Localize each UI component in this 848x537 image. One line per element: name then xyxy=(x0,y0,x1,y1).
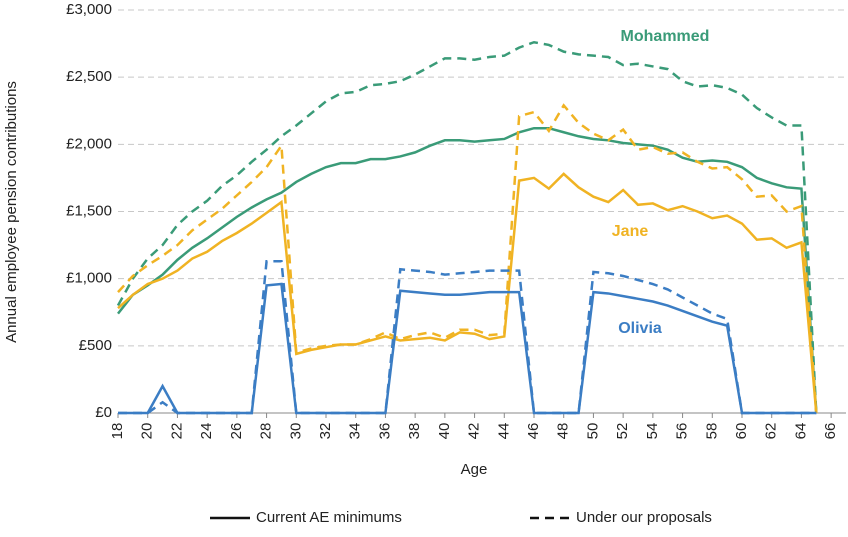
x-tick-label: 30 xyxy=(287,423,304,440)
y-tick-label: £1,000 xyxy=(66,270,112,287)
x-tick-label: 18 xyxy=(109,423,126,440)
y-tick-label: £0 xyxy=(95,404,112,421)
series-line xyxy=(118,259,817,415)
x-tick-label: 28 xyxy=(258,423,275,440)
x-tick-label: 50 xyxy=(584,423,601,440)
series-annotation: Mohammed xyxy=(621,28,710,45)
x-tick-label: 52 xyxy=(614,423,631,440)
y-tick-label: £2,000 xyxy=(66,135,112,152)
y-tick-label: £500 xyxy=(79,337,112,354)
y-tick-label: £2,500 xyxy=(66,68,112,85)
x-tick-label: 34 xyxy=(347,423,364,440)
x-tick-label: 44 xyxy=(495,423,512,440)
series-annotation: Olivia xyxy=(618,320,662,337)
y-tick-label: £3,000 xyxy=(66,1,112,18)
x-tick-label: 46 xyxy=(525,423,542,440)
x-axis-title: Age xyxy=(461,461,488,478)
x-tick-label: 58 xyxy=(703,423,720,440)
series-line xyxy=(117,172,818,414)
y-axis-title: Annual employee pension contributions xyxy=(3,81,20,343)
x-tick-label: 20 xyxy=(139,423,156,440)
x-tick-label: 62 xyxy=(763,423,780,440)
x-tick-label: 64 xyxy=(792,423,809,440)
series-line xyxy=(118,282,817,415)
x-tick-label: 22 xyxy=(168,423,185,440)
x-tick-label: 48 xyxy=(555,423,572,440)
series-annotation: Jane xyxy=(612,223,649,240)
x-tick-label: 32 xyxy=(317,423,334,440)
x-tick-label: 40 xyxy=(436,423,453,440)
x-tick-label: 42 xyxy=(466,423,483,440)
x-tick-label: 60 xyxy=(733,423,750,440)
x-tick-label: 36 xyxy=(376,423,393,440)
legend-label: Under our proposals xyxy=(576,509,712,526)
x-tick-label: 24 xyxy=(198,423,215,440)
x-tick-label: 54 xyxy=(644,423,661,440)
x-tick-label: 56 xyxy=(674,423,691,440)
y-tick-label: £1,500 xyxy=(66,202,112,219)
series-line xyxy=(117,126,818,414)
legend-label: Current AE minimums xyxy=(256,509,402,526)
x-tick-label: 66 xyxy=(822,423,839,440)
series-line xyxy=(117,103,818,414)
series-line xyxy=(116,40,818,414)
x-tick-label: 26 xyxy=(228,423,245,440)
x-tick-label: 38 xyxy=(406,423,423,440)
